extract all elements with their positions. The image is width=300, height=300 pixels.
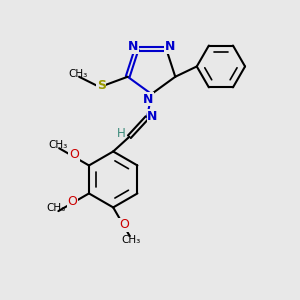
Text: S: S [97, 79, 106, 92]
Text: O: O [68, 195, 77, 208]
Text: O: O [69, 148, 79, 161]
Text: CH₃: CH₃ [68, 69, 87, 79]
Text: CH₃: CH₃ [48, 140, 67, 150]
Text: H: H [117, 127, 125, 140]
Text: N: N [128, 40, 138, 53]
Text: CH₃: CH₃ [122, 235, 141, 244]
Text: N: N [143, 93, 154, 106]
Text: CH₃: CH₃ [46, 202, 66, 213]
Text: N: N [147, 110, 158, 123]
Text: O: O [119, 218, 129, 231]
Text: N: N [164, 40, 175, 53]
